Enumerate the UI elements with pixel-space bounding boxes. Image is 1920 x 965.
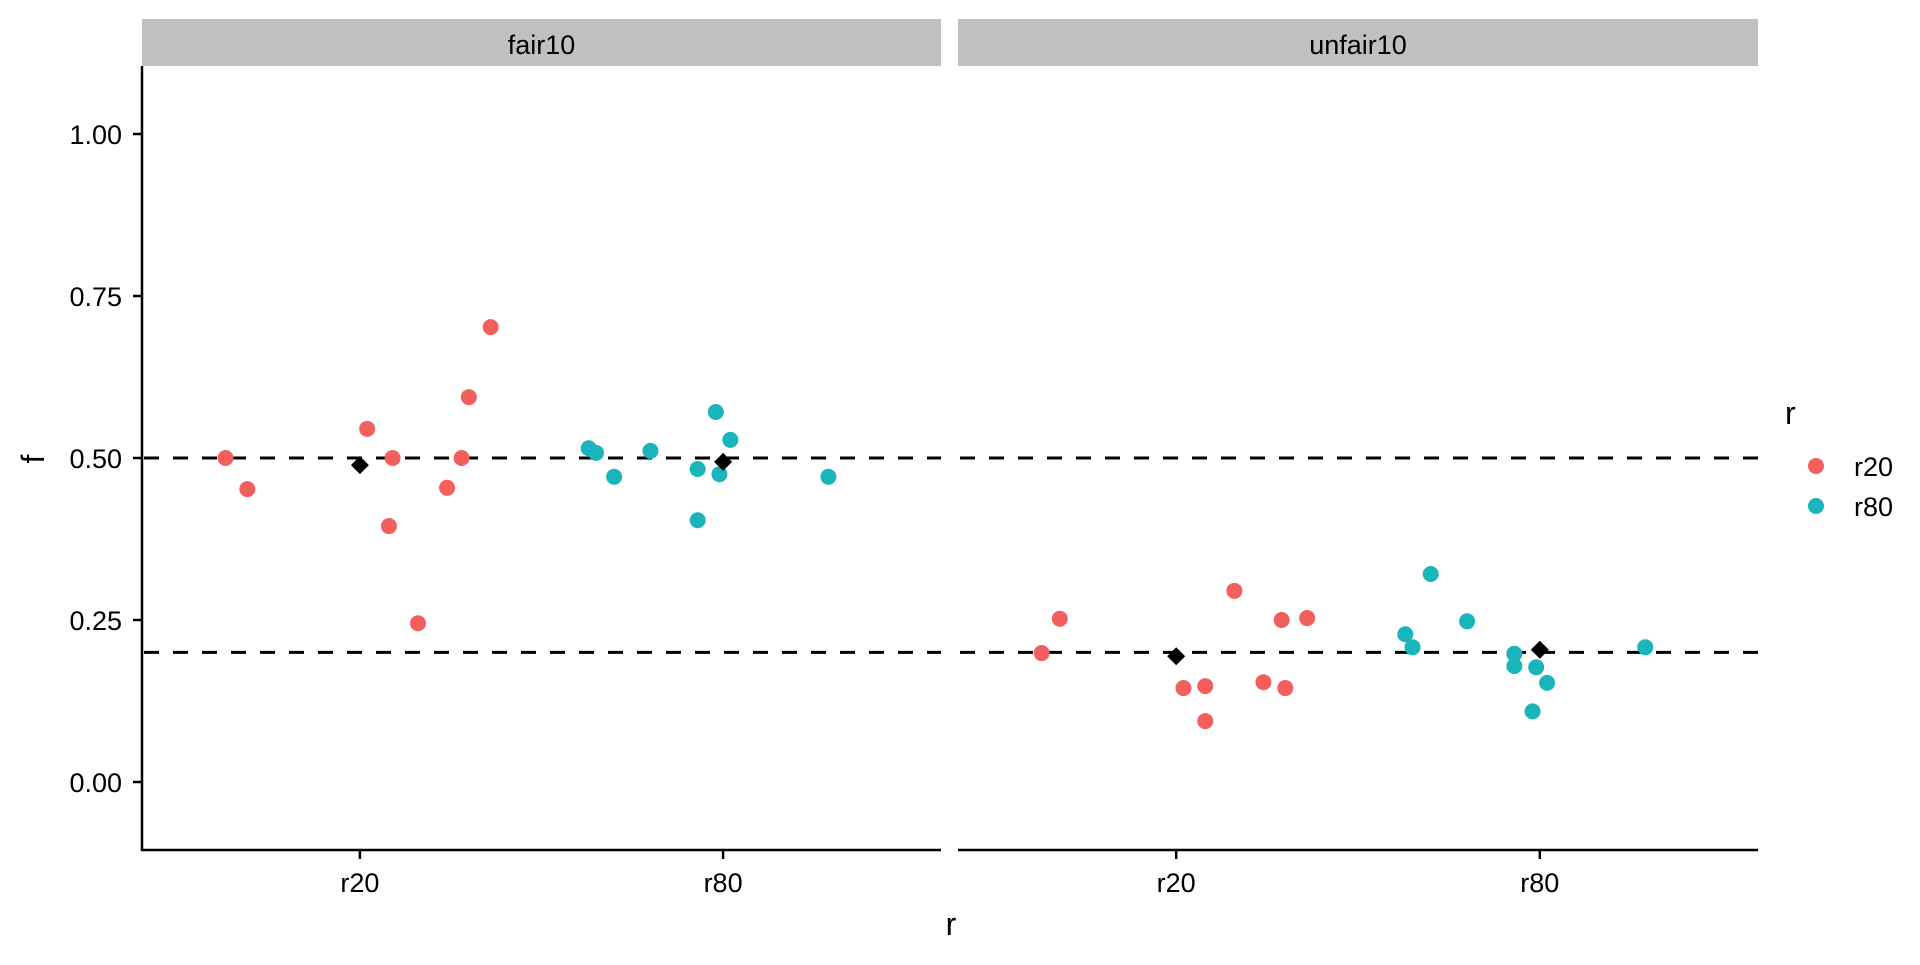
data-point-r80 [1506,645,1523,662]
data-point-r80 [1528,659,1545,676]
data-point-r80 [587,444,604,461]
data-point-r20 [460,389,477,406]
legend-item-r20: r20 [1808,452,1893,482]
legend-title: r [1785,395,1796,431]
legend-item-r80: r80 [1808,492,1893,522]
data-point-r80 [820,468,837,485]
data-point-r80 [1506,658,1523,675]
data-point-r20 [1299,610,1316,627]
facet-strip-label: unfair10 [1309,30,1407,60]
data-point-r80 [1459,613,1476,630]
data-point-r80 [642,442,659,459]
data-point-r20 [1226,582,1243,599]
data-point-r80 [707,403,724,420]
data-point-r80 [606,468,623,485]
y-tick-label: 1.00 [69,120,122,150]
data-point-r20 [453,450,470,466]
y-tick-label: 0.00 [69,768,122,798]
data-point-r20 [217,450,234,466]
data-point-r20 [1033,645,1050,662]
legend-key-dot [1808,458,1824,474]
data-point-r20 [1255,674,1272,691]
data-point-r20 [384,450,401,466]
data-point-r80 [1404,639,1421,656]
y-axis-title: f [15,454,51,463]
data-point-r20 [1277,680,1294,697]
y-axis: 0.00 0.25 0.50 0.75 1.00 [69,66,144,851]
data-point-r80 [1524,703,1541,720]
data-point-r80 [1539,674,1556,691]
data-point-r20 [1197,713,1214,730]
data-point-r80 [689,461,706,478]
facet-strip-label: fair10 [508,30,576,60]
data-point-r20 [1051,610,1068,627]
facet-panel-unfair10: unfair10 r20 r80 [958,19,1758,898]
legend: r r20 r80 [1785,395,1893,522]
facet-panel-fair10: fair10 r20 r80 [141,19,941,898]
legend-label: r20 [1854,452,1893,482]
data-point-r20 [410,615,427,632]
data-point-r80 [1422,565,1439,582]
mean-diamond-marker [714,452,733,471]
x-tick-label: r80 [704,868,743,898]
data-point-r20 [1197,678,1214,695]
facet-panels: fair10 r20 r80 unfair10 r20 r80 [141,19,1758,898]
mean-diamond-marker [350,456,369,475]
y-tick-label: 0.75 [69,282,122,312]
legend-label: r80 [1854,492,1893,522]
data-point-r80 [1397,626,1414,643]
data-point-r20 [1273,612,1290,628]
x-tick-label: r20 [340,868,379,898]
y-tick-label: 0.25 [69,606,122,636]
data-point-r20 [439,479,456,496]
y-tick-label: 0.50 [69,444,122,474]
facet-strip [958,19,1758,66]
mean-diamond-marker [1167,647,1186,666]
facet-strip [142,19,941,66]
mean-diamond-marker [1530,640,1549,659]
data-point-r20 [380,518,397,535]
x-axis-title: r [946,906,957,942]
data-point-r20 [359,420,376,437]
data-point-r80 [722,431,739,448]
x-tick-label: r80 [1520,868,1559,898]
legend-key-dot [1808,498,1824,514]
data-point-r20 [1175,680,1192,697]
data-point-r20 [239,481,256,498]
data-point-r20 [482,319,499,336]
x-tick-label: r20 [1157,868,1196,898]
data-point-r80 [689,512,706,529]
data-point-r80 [1637,639,1654,656]
